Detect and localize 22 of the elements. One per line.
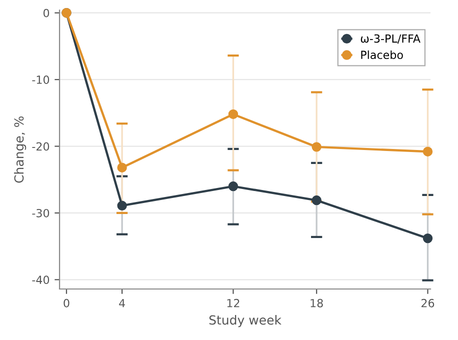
y-tick-label: -40 [32, 276, 50, 284]
point [228, 109, 238, 120]
point [117, 162, 127, 172]
y-tick-label: -10 [32, 76, 50, 84]
point [422, 146, 433, 156]
x-tick-label: 4 [119, 299, 125, 308]
y-tick-label: 0 [43, 8, 50, 18]
y-tick-label: -30 [32, 208, 50, 218]
x-tick-label: 0 [64, 298, 70, 308]
x-tick-label: 12 [227, 298, 240, 308]
y-tick-label: -20 [32, 142, 50, 151]
y-axis-title: Change, % [14, 116, 26, 183]
point [228, 181, 238, 192]
point [312, 142, 322, 152]
x-tick-label: 18 [310, 298, 323, 308]
point [312, 195, 322, 206]
point [422, 233, 433, 244]
legend-label: ω-3-PL/FFA [360, 34, 420, 44]
legend-label: Placebo [361, 50, 403, 60]
x-tick-label: 26 [421, 298, 434, 308]
point [117, 200, 127, 210]
x-axis-title: Study week [209, 315, 282, 328]
